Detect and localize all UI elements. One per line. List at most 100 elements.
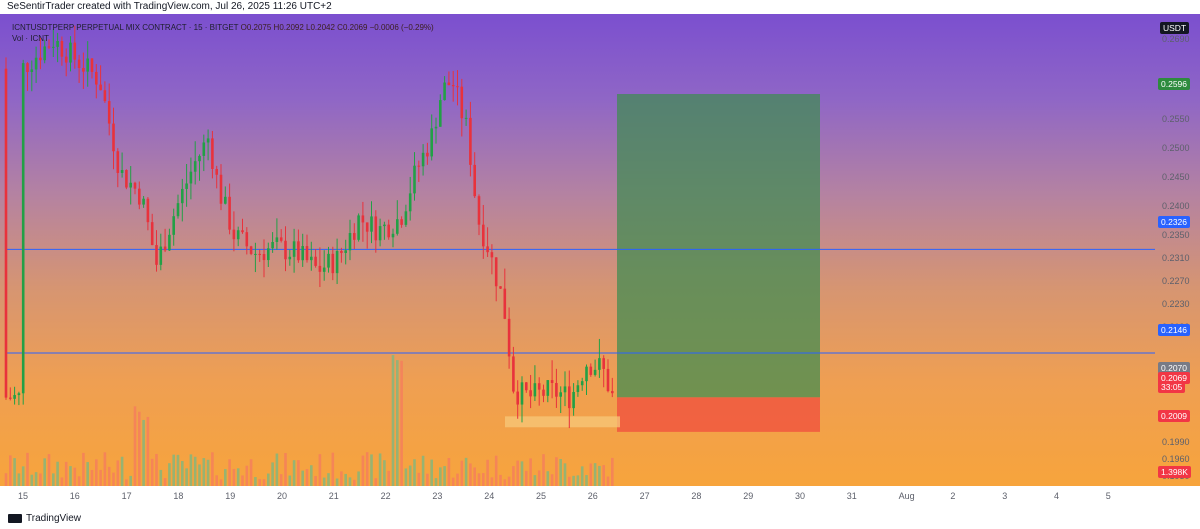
- volume-bar: [447, 457, 451, 486]
- price-chart-svg[interactable]: [0, 14, 1200, 486]
- price-tick-label: 0.2500: [1162, 143, 1190, 154]
- candle-body: [56, 41, 59, 47]
- volume-bar: [228, 459, 231, 486]
- volume-bar: [374, 478, 378, 486]
- time-tick-label: 31: [846, 491, 857, 501]
- volume-bar: [417, 472, 421, 486]
- candle-body: [490, 252, 494, 258]
- legend-symbol: ICNTUSDTPERP PERPETUAL MIX CONTRACT · 15…: [12, 23, 239, 32]
- volume-bar: [288, 475, 292, 486]
- volume-bar: [30, 474, 34, 486]
- time-tick-label: 2: [950, 491, 956, 501]
- footer: TradingView: [0, 506, 1200, 529]
- candle-body: [447, 82, 451, 86]
- price-tick-label: 0.2230: [1162, 298, 1190, 309]
- volume-bar: [107, 466, 111, 486]
- candle-body: [206, 138, 210, 143]
- candle-body: [529, 390, 532, 397]
- candle-body: [537, 383, 541, 390]
- volume-bar: [249, 459, 253, 486]
- candle-body: [146, 198, 150, 223]
- candle-body: [503, 288, 507, 319]
- volume-bar: [439, 467, 442, 486]
- volume-bar: [516, 460, 519, 486]
- volume-bar: [602, 465, 605, 486]
- volume-bar: [469, 463, 472, 486]
- candle-body: [159, 246, 163, 265]
- volume-bar: [116, 460, 120, 486]
- candle-body: [451, 85, 455, 87]
- time-axis[interactable]: 15 16 17 18 19 20 21 22 23 24 25 26 27 28 29 30 31 Aug 2 3 4…: [0, 486, 1200, 506]
- volume-bar: [327, 473, 330, 486]
- volume-bar: [21, 466, 25, 486]
- volume-bar: [404, 468, 408, 486]
- volume-bar: [267, 473, 270, 486]
- volume-bar: [185, 468, 188, 486]
- currency-tag[interactable]: USDT: [1160, 22, 1190, 34]
- price-tick-label: 0.2690: [1162, 33, 1190, 44]
- candle-body: [512, 356, 515, 392]
- candle-body: [555, 382, 558, 397]
- price-tick-label: 0.2450: [1162, 172, 1190, 183]
- volume-bar: [370, 454, 373, 486]
- candle-body: [391, 233, 395, 238]
- volume-bar: [340, 471, 343, 486]
- volume-bar: [133, 406, 137, 486]
- time-tick-label: 30: [795, 491, 806, 501]
- price-tick-label: 0.2400: [1162, 200, 1190, 211]
- time-tick-label: 28: [691, 491, 702, 501]
- candle-body: [125, 170, 128, 188]
- chart-area[interactable]: ICNTUSDTPERP PERPETUAL MIX CONTRACT · 15…: [0, 14, 1200, 486]
- time-tick-label: 18: [173, 491, 184, 501]
- volume-bar: [507, 476, 511, 486]
- candle-body: [245, 232, 249, 247]
- candle-body: [357, 215, 360, 240]
- candle-body: [568, 386, 571, 409]
- price-tag: 0.2070: [1158, 362, 1190, 374]
- candle-body: [241, 230, 244, 233]
- candle-body: [563, 386, 567, 393]
- candle-body: [417, 165, 421, 167]
- candle-body: [396, 219, 399, 234]
- volume-bar: [275, 453, 279, 486]
- volume-bar: [490, 477, 494, 486]
- candle-body: [39, 57, 42, 61]
- volume-bar: [301, 470, 304, 486]
- candle-body: [353, 233, 356, 240]
- candle-body: [344, 250, 347, 253]
- volume-bar: [486, 459, 489, 486]
- candle-body: [275, 237, 279, 242]
- volume-bar: [284, 452, 287, 486]
- header-bar: SeSentirTrader created with TradingView.…: [0, 0, 1200, 14]
- time-tick-label: Aug: [898, 491, 915, 501]
- volume-bar: [576, 475, 580, 486]
- time-tick-label: 4: [1054, 491, 1060, 501]
- volume-bar: [77, 476, 81, 486]
- volume-bar: [69, 466, 72, 486]
- time-tick-label: 5: [1105, 491, 1111, 501]
- candle-body: [198, 155, 201, 162]
- candle-body: [486, 246, 489, 253]
- volume-bar: [387, 470, 390, 486]
- candle-body: [292, 241, 296, 257]
- candle-body: [434, 126, 438, 129]
- candle-body: [550, 380, 554, 383]
- candle-body: [77, 59, 81, 68]
- volume-bar: [103, 452, 107, 486]
- candle-body: [421, 152, 425, 167]
- volume-bar: [202, 458, 206, 486]
- volume-bar: [512, 466, 515, 486]
- volume-bar: [206, 459, 210, 486]
- volume-bar: [9, 455, 12, 486]
- candle-body: [598, 358, 601, 370]
- volume-bar: [236, 468, 240, 486]
- volume-bar: [129, 475, 132, 486]
- volume-bar: [150, 458, 154, 486]
- volume-bar: [198, 464, 201, 486]
- candle-body: [288, 256, 292, 260]
- volume-bar: [456, 473, 459, 486]
- candle-body: [116, 151, 120, 173]
- volume-bar: [421, 455, 425, 486]
- volume-bar: [142, 419, 145, 486]
- volume-bar: [168, 463, 171, 486]
